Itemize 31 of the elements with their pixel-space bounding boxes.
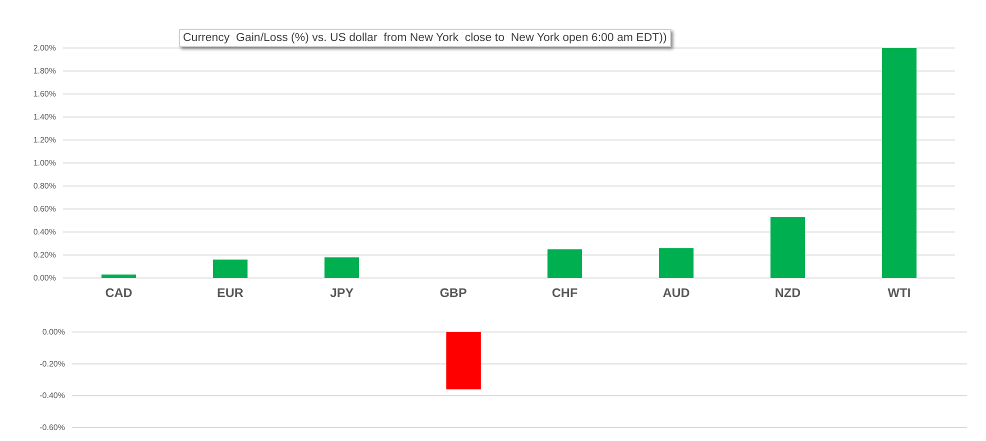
- y-tick-label: 2.00%: [33, 44, 56, 53]
- bar: [324, 257, 360, 278]
- chart-title: Currency Gain/Loss (%) vs. US dollar from New York close to New York open 6:00 am EDT)): [179, 29, 671, 47]
- y-tick-label: -0.60%: [40, 423, 65, 432]
- y-tick-label: 1.80%: [33, 66, 56, 76]
- y-tick-label: 0.60%: [33, 204, 56, 214]
- y-tick-label: 0.00%: [33, 274, 56, 283]
- x-tick-label: GBP: [440, 286, 467, 300]
- x-tick-label: CHF: [552, 286, 578, 300]
- bar: [770, 217, 806, 278]
- y-tick-label: 1.00%: [33, 158, 56, 168]
- bar: [547, 249, 582, 278]
- y-tick-label: 0.80%: [33, 182, 56, 191]
- bar: [212, 260, 248, 278]
- y-tick-label: 0.00%: [42, 328, 65, 337]
- x-tick-label: CAD: [105, 286, 132, 300]
- x-tick-label: AUD: [662, 286, 690, 300]
- bar: [658, 248, 694, 278]
- y-tick-label: 1.20%: [33, 136, 56, 145]
- x-tick-label: NZD: [774, 286, 801, 300]
- x-tick-label: JPY: [330, 286, 354, 300]
- y-tick-label: 1.60%: [33, 90, 56, 99]
- bar: [882, 48, 917, 278]
- bar: [101, 274, 136, 278]
- y-tick-label: 0.40%: [33, 228, 56, 237]
- y-tick-label: 0.20%: [33, 250, 56, 260]
- y-tick-label: -0.20%: [40, 359, 65, 368]
- y-tick-label: 1.40%: [33, 112, 56, 122]
- y-tick-label: -0.40%: [40, 391, 65, 400]
- x-tick-label: WTI: [888, 286, 911, 300]
- x-tick-label: EUR: [217, 286, 244, 300]
